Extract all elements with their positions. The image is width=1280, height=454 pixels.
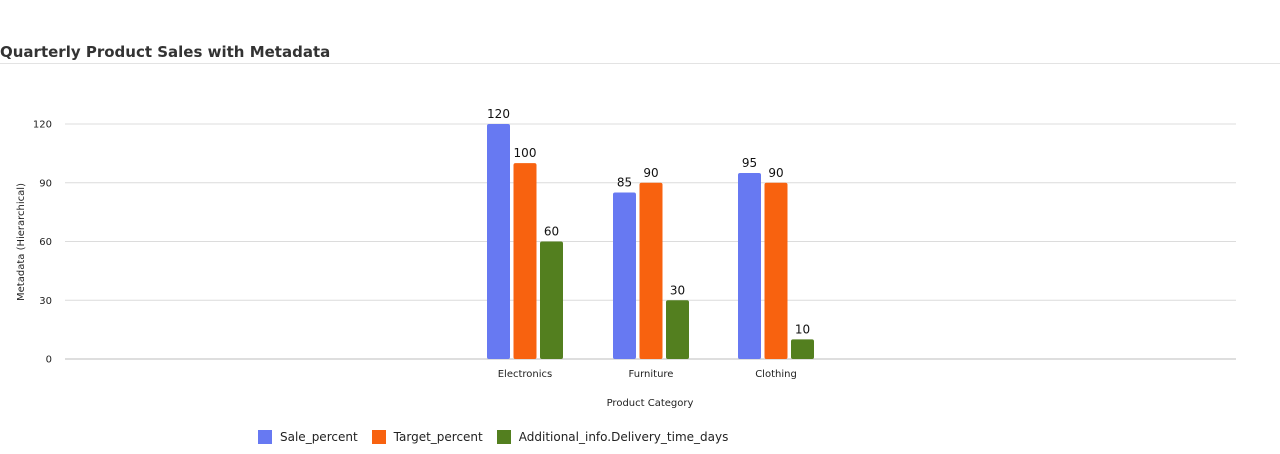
data-label: 100	[514, 146, 537, 160]
y-tick-label: 120	[33, 120, 52, 131]
data-label: 90	[643, 166, 658, 180]
legend-label: Sale_percent	[280, 430, 358, 444]
legend-label: Additional_info.Delivery_time_days	[518, 430, 729, 444]
legend: Sale_percent Target_percent Additional_inf…	[258, 430, 728, 444]
bar	[613, 192, 636, 359]
legend-swatch	[496, 430, 511, 444]
bar	[791, 339, 814, 359]
legend-item: Target_percent	[371, 430, 483, 444]
title-divider	[0, 63, 1280, 64]
y-axis-ticks: 0 30 60 90 120	[33, 120, 52, 366]
data-label: 90	[768, 166, 783, 180]
legend-label: Target_percent	[393, 430, 483, 444]
bar	[639, 182, 663, 359]
data-label: 30	[670, 283, 685, 297]
bar	[487, 124, 510, 359]
x-tick-label: Clothing	[755, 369, 797, 380]
legend-swatch	[258, 430, 272, 444]
bars	[487, 124, 814, 359]
legend-swatch	[371, 430, 386, 444]
bar	[513, 163, 537, 359]
data-label: 85	[617, 176, 632, 190]
bar	[764, 182, 788, 359]
bar	[666, 300, 689, 359]
y-axis-title: Metadata (Hierarchical)	[16, 183, 27, 301]
y-tick-label: 30	[39, 296, 52, 307]
data-label: 120	[487, 107, 510, 121]
legend-item: Additional_info.Delivery_time_days	[496, 430, 729, 444]
data-labels: 120 100 60 85 90 30 95 90 10	[487, 107, 810, 336]
x-axis-title: Product Category	[607, 398, 694, 409]
data-label: 60	[544, 225, 559, 239]
x-tick-label: Electronics	[498, 369, 553, 380]
chart-title: Quarterly Product Sales with Metadata	[0, 43, 331, 61]
y-tick-label: 90	[39, 178, 52, 189]
bar	[540, 241, 563, 359]
x-axis-ticks: Electronics Furniture Clothing	[498, 369, 797, 380]
data-label: 10	[795, 322, 810, 336]
x-tick-label: Furniture	[629, 369, 674, 380]
y-tick-label: 0	[46, 355, 52, 366]
y-tick-label: 60	[39, 237, 52, 248]
bar	[738, 172, 761, 359]
legend-item: Sale_percent	[258, 430, 358, 444]
data-label: 95	[742, 156, 757, 170]
